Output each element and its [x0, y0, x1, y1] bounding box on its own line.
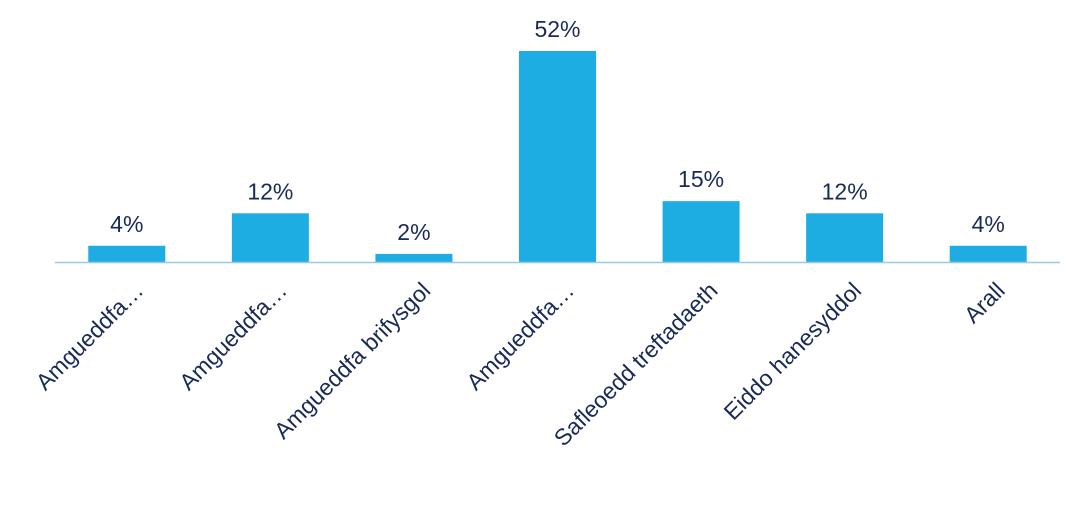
data-label: 4%	[110, 211, 143, 237]
bar	[519, 51, 596, 262]
category-labels-group: Amgueddfa… Amgueddfa…Amgueddfa brifysgol A…	[30, 277, 1009, 451]
data-labels-group: 4% 12% 2% 52% 15% 12% 4%	[110, 16, 1005, 245]
category-label: Amgueddfa…	[461, 277, 579, 395]
data-label: 12%	[247, 178, 293, 204]
data-label: 12%	[822, 178, 868, 204]
bar	[88, 245, 166, 262]
category-label: Arall	[959, 277, 1010, 328]
data-label: 52%	[534, 16, 580, 42]
bar	[375, 253, 453, 262]
bar	[231, 213, 309, 262]
category-label: Amgueddfa brifysgol	[269, 277, 436, 444]
data-label: 15%	[678, 166, 724, 192]
data-label: 2%	[397, 219, 430, 245]
bar	[662, 201, 740, 262]
data-label: 4%	[972, 211, 1005, 237]
bar	[949, 245, 1027, 262]
category-label: Amgueddfa…	[30, 277, 148, 395]
bar	[806, 213, 884, 262]
category-label: Eiddo hanesyddol	[718, 277, 866, 425]
category-label: Safleoedd treftadaeth	[549, 277, 723, 451]
bars-group	[88, 51, 1027, 262]
category-label: Amgueddfa…	[174, 277, 292, 395]
